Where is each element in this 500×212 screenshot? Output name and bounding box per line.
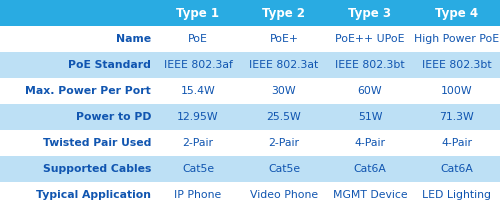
Text: Cat6A: Cat6A [354, 164, 386, 174]
Text: LED Lighting: LED Lighting [422, 190, 491, 200]
Text: 12.95W: 12.95W [177, 112, 219, 122]
Text: 30W: 30W [272, 86, 296, 96]
Text: MGMT Device: MGMT Device [332, 190, 407, 200]
Text: 2-Pair: 2-Pair [268, 138, 300, 148]
Bar [0, 130, 500, 156]
Bar [0, 0, 155, 26]
Bar [0, 182, 500, 208]
Text: High Power PoE: High Power PoE [414, 34, 499, 44]
Text: Max. Power Per Port: Max. Power Per Port [25, 86, 151, 96]
Bar [0, 52, 500, 78]
Text: 60W: 60W [358, 86, 382, 96]
Text: Cat6A: Cat6A [440, 164, 473, 174]
Text: IP Phone: IP Phone [174, 190, 222, 200]
Text: IEEE 802.3bt: IEEE 802.3bt [422, 60, 492, 70]
Text: Cat5e: Cat5e [268, 164, 300, 174]
Text: Supported Cables: Supported Cables [42, 164, 151, 174]
Bar [0, 104, 500, 130]
Text: Type 4: Type 4 [435, 7, 478, 20]
Text: 100W: 100W [440, 86, 472, 96]
Text: 25.5W: 25.5W [266, 112, 302, 122]
Bar [155, 0, 241, 26]
Text: IEEE 802.3af: IEEE 802.3af [164, 60, 232, 70]
Text: 4-Pair: 4-Pair [441, 138, 472, 148]
Text: Video Phone: Video Phone [250, 190, 318, 200]
Bar [241, 0, 327, 26]
Text: 51W: 51W [358, 112, 382, 122]
Text: Type 2: Type 2 [262, 7, 306, 20]
Text: Typical Application: Typical Application [36, 190, 151, 200]
Bar [327, 0, 413, 26]
Text: PoE Standard: PoE Standard [68, 60, 151, 70]
Bar [413, 0, 500, 26]
Text: 71.3W: 71.3W [439, 112, 474, 122]
Text: Power to PD: Power to PD [76, 112, 151, 122]
Text: Type 1: Type 1 [176, 7, 220, 20]
Text: 15.4W: 15.4W [180, 86, 216, 96]
Text: PoE++ UPoE: PoE++ UPoE [335, 34, 405, 44]
Text: Twisted Pair Used: Twisted Pair Used [42, 138, 151, 148]
Bar [0, 78, 500, 104]
Bar [0, 26, 500, 52]
Text: PoE+: PoE+ [270, 34, 298, 44]
Text: 4-Pair: 4-Pair [354, 138, 386, 148]
Bar [0, 156, 500, 182]
Text: IEEE 802.3bt: IEEE 802.3bt [335, 60, 405, 70]
Text: Name: Name [116, 34, 151, 44]
Text: IEEE 802.3at: IEEE 802.3at [250, 60, 318, 70]
Text: PoE: PoE [188, 34, 208, 44]
Text: 2-Pair: 2-Pair [182, 138, 214, 148]
Text: Type 3: Type 3 [348, 7, 392, 20]
Text: Cat5e: Cat5e [182, 164, 214, 174]
